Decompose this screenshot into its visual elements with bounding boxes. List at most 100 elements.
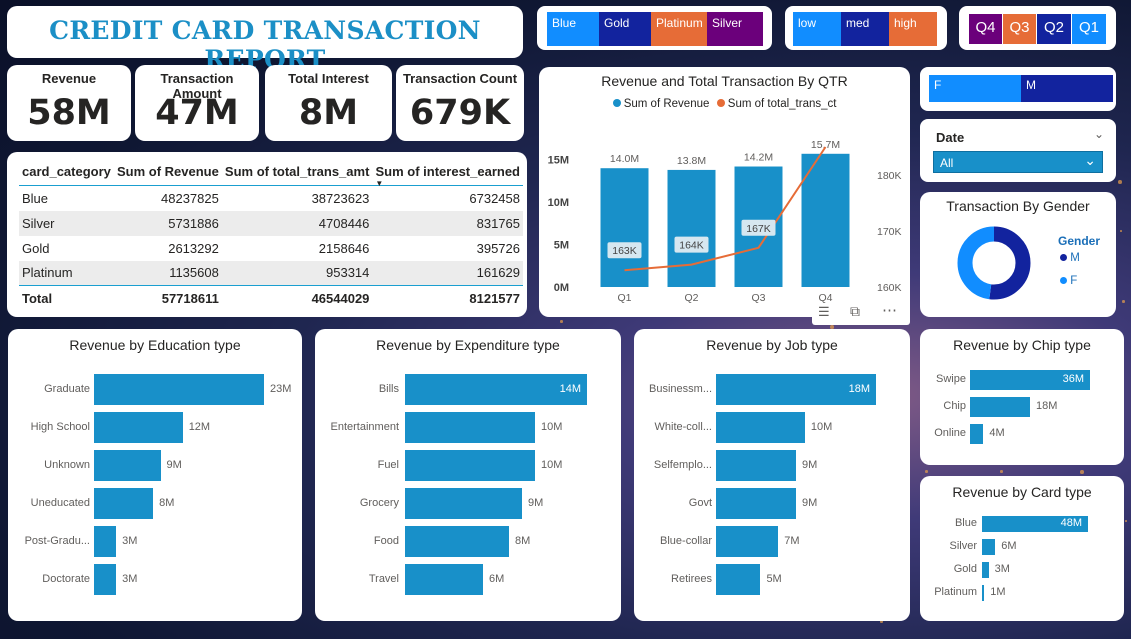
bar[interactable] — [94, 374, 264, 405]
revenue-by-card-chart[interactable]: Revenue by Card type Blue 48M Silver 6M Gold… — [920, 476, 1124, 621]
bar-data-label: 14.0M — [610, 153, 639, 165]
bar[interactable] — [716, 564, 761, 595]
category-label: Travel — [368, 572, 399, 585]
bar[interactable] — [94, 564, 117, 595]
y2-tick-label: 170K — [877, 226, 902, 238]
category-label: Graduate — [44, 382, 90, 395]
kpi-transaction-count[interactable]: Transaction Count 679K — [396, 65, 524, 141]
bar[interactable] — [970, 370, 1090, 390]
bar[interactable] — [94, 526, 117, 557]
slicer-chip-gold[interactable]: Gold — [599, 12, 651, 46]
bar[interactable] — [716, 526, 779, 557]
bar[interactable] — [716, 412, 805, 443]
bar-data-label: 3M — [122, 572, 138, 585]
slicer-chip-high[interactable]: high — [889, 12, 937, 46]
table-row[interactable]: Platinum 1135608 953314 161629 — [19, 260, 523, 286]
chart-title: Transaction By Gender — [946, 198, 1090, 214]
bar[interactable] — [970, 424, 984, 444]
table-total-row: Total 57718611 46544029 8121577 — [19, 285, 523, 311]
category-label: Uneducated — [30, 496, 90, 509]
bar-data-label: 8M — [159, 496, 175, 509]
kpi-label: Revenue — [41, 71, 97, 86]
bar-data-label: 14M — [559, 382, 581, 395]
card-category-table[interactable]: card_category Sum of Revenue Sum of tota… — [7, 152, 527, 317]
kpi-revenue[interactable]: Revenue 58M — [7, 65, 131, 141]
background-speck — [1118, 180, 1122, 184]
slicer-chip-silver[interactable]: Silver — [707, 12, 763, 46]
bar-revenue — [600, 168, 649, 287]
bar[interactable] — [982, 516, 1088, 532]
date-dropdown[interactable]: All ⌄ — [933, 151, 1103, 173]
bar-data-label: 4M — [989, 427, 1005, 439]
transaction-by-gender-chart[interactable]: Transaction By Gender Gender M F — [920, 192, 1116, 317]
line-data-label-text: 163K — [612, 245, 637, 257]
col-header-interest[interactable]: Sum of interest_earned ▼ — [372, 160, 523, 188]
bar[interactable] — [970, 397, 1030, 417]
bar[interactable] — [94, 488, 154, 519]
bar[interactable] — [405, 526, 509, 557]
slicer-chip-q2[interactable]: Q2 — [1037, 14, 1071, 44]
slicer-chip-m[interactable]: M — [1021, 75, 1113, 102]
slicer-chip-q1[interactable]: Q1 — [1072, 14, 1106, 44]
legend-label-revenue: Sum of Revenue — [623, 98, 710, 110]
category-label: Entertainment — [330, 420, 399, 433]
collapse-chevron-icon[interactable]: ⌄ — [1093, 127, 1104, 141]
background-speck — [1125, 520, 1127, 522]
chart-title: Revenue by Chip type — [953, 337, 1091, 353]
col-header-revenue[interactable]: Sum of Revenue — [113, 160, 222, 186]
table-row[interactable]: Blue 48237825 38723623 6732458 — [19, 186, 523, 211]
bar[interactable] — [982, 539, 996, 555]
bar[interactable] — [405, 374, 587, 405]
bar[interactable] — [405, 488, 522, 519]
bar[interactable] — [716, 450, 796, 481]
line-data-label: 163K — [607, 242, 642, 259]
bar[interactable] — [405, 450, 535, 481]
bar[interactable] — [94, 412, 183, 443]
table-row[interactable]: Silver 5731886 4708446 831765 — [19, 210, 523, 236]
kpi-total-interest[interactable]: Total Interest 8M — [265, 65, 392, 141]
bar[interactable] — [405, 564, 483, 595]
kpi-transaction-amount[interactable]: Transaction Amount 47M — [135, 65, 259, 141]
bar[interactable] — [716, 374, 876, 405]
line-data-label: 164K — [674, 236, 709, 253]
filter-icon[interactable]: ☰ — [818, 304, 830, 319]
revenue-by-job-chart[interactable]: Revenue by Job type Businessm... 18M White… — [634, 329, 910, 621]
table-row[interactable]: Gold 2613292 2158646 395726 — [19, 236, 523, 261]
revenue-by-chip-chart[interactable]: Revenue by Chip type Swipe 36M Chip 18M Onli… — [920, 329, 1124, 465]
chart-title: Revenue by Card type — [952, 484, 1092, 500]
slicer-chip-q4[interactable]: Q4 — [969, 14, 1002, 44]
chart-title: Revenue by Job type — [706, 337, 838, 353]
revenue-by-education-chart[interactable]: Revenue by Education type Graduate 23M Hig… — [8, 329, 302, 621]
col-header-trans-amt[interactable]: Sum of total_trans_amt — [221, 160, 373, 186]
bar-data-label: 36M — [1062, 373, 1084, 385]
slicer-chip-q3[interactable]: Q3 — [1003, 14, 1036, 44]
slicer-chip-med[interactable]: med — [841, 12, 889, 46]
legend-dot — [1060, 277, 1067, 284]
slicer-chip-platinum[interactable]: Platinum — [651, 12, 707, 46]
bar-data-label: 3M — [994, 563, 1010, 575]
y2-tick-label: 160K — [877, 282, 902, 294]
table-cell: 831765 — [372, 210, 523, 236]
focus-mode-icon[interactable]: ⧉ — [850, 303, 860, 319]
bar-data-label: 12M — [188, 420, 211, 433]
bar[interactable] — [716, 488, 796, 519]
revenue-by-qtr-chart[interactable]: Revenue and Total Transaction By QTR Sum… — [539, 67, 910, 317]
table-cell: 57718611 — [113, 285, 222, 311]
bar[interactable] — [982, 585, 985, 601]
table-cell: 1135608 — [113, 260, 222, 286]
slicer-chip-low[interactable]: low — [793, 12, 841, 46]
bar[interactable] — [982, 562, 989, 578]
bar-data-label: 18M — [1036, 400, 1058, 412]
more-options-icon[interactable]: ⋯ — [882, 302, 897, 319]
col-header-card-category[interactable]: card_category — [19, 160, 114, 186]
background-speck — [830, 325, 834, 329]
category-label: White-coll... — [654, 420, 712, 433]
bar[interactable] — [405, 412, 535, 443]
revenue-by-expenditure-chart[interactable]: Revenue by Expenditure type Bills 14M Ente… — [315, 329, 621, 621]
slicer-chip-f[interactable]: F — [929, 75, 1021, 102]
category-label: Unknown — [44, 458, 90, 471]
bar-revenue — [801, 153, 850, 287]
bar[interactable] — [94, 450, 161, 481]
gender-slicer: F M — [920, 67, 1116, 111]
slicer-chip-blue[interactable]: Blue — [547, 12, 599, 46]
